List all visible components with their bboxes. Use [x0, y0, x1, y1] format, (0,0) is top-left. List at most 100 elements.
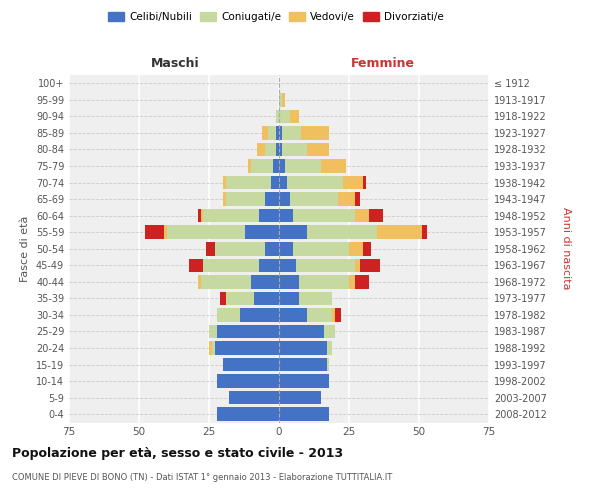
- Bar: [223, 176, 226, 190]
- Bar: [301, 126, 329, 140]
- Bar: [355, 258, 360, 272]
- Legend: Celibi/Nubili, Coniugati/e, Vedovi/e, Divorziati/e: Celibi/Nubili, Coniugati/e, Vedovi/e, Di…: [104, 8, 448, 26]
- Bar: [226, 176, 271, 190]
- Text: Femmine: Femmine: [350, 57, 415, 70]
- Bar: [226, 192, 265, 206]
- Bar: [203, 258, 259, 272]
- Bar: [251, 275, 279, 288]
- Bar: [279, 242, 293, 256]
- Bar: [145, 226, 164, 239]
- Bar: [332, 308, 335, 322]
- Bar: [335, 308, 341, 322]
- Bar: [268, 126, 276, 140]
- Bar: [198, 209, 200, 222]
- Bar: [229, 391, 279, 404]
- Bar: [279, 126, 282, 140]
- Bar: [209, 324, 217, 338]
- Bar: [279, 342, 326, 355]
- Bar: [326, 342, 332, 355]
- Bar: [326, 358, 329, 372]
- Bar: [279, 292, 299, 305]
- Bar: [363, 176, 366, 190]
- Bar: [279, 93, 282, 106]
- Bar: [343, 176, 363, 190]
- Bar: [223, 192, 226, 206]
- Bar: [293, 242, 349, 256]
- Bar: [217, 408, 279, 421]
- Bar: [226, 292, 254, 305]
- Bar: [279, 226, 307, 239]
- Bar: [217, 324, 279, 338]
- Bar: [377, 226, 422, 239]
- Bar: [276, 142, 279, 156]
- Bar: [290, 110, 299, 123]
- Bar: [167, 226, 245, 239]
- Bar: [245, 226, 279, 239]
- Bar: [338, 192, 355, 206]
- Bar: [217, 374, 279, 388]
- Bar: [271, 176, 279, 190]
- Bar: [265, 192, 279, 206]
- Bar: [279, 258, 296, 272]
- Bar: [307, 226, 377, 239]
- Bar: [422, 226, 427, 239]
- Bar: [363, 242, 371, 256]
- Bar: [265, 242, 279, 256]
- Bar: [198, 275, 200, 288]
- Bar: [355, 275, 368, 288]
- Bar: [287, 176, 343, 190]
- Bar: [368, 209, 383, 222]
- Bar: [190, 258, 203, 272]
- Bar: [259, 258, 279, 272]
- Bar: [220, 292, 226, 305]
- Bar: [307, 308, 332, 322]
- Bar: [279, 192, 290, 206]
- Bar: [282, 93, 284, 106]
- Bar: [257, 142, 265, 156]
- Bar: [279, 408, 329, 421]
- Text: Popolazione per età, sesso e stato civile - 2013: Popolazione per età, sesso e stato civil…: [12, 448, 343, 460]
- Bar: [284, 159, 321, 173]
- Bar: [279, 275, 299, 288]
- Bar: [299, 275, 349, 288]
- Bar: [296, 258, 355, 272]
- Bar: [360, 258, 380, 272]
- Bar: [200, 275, 251, 288]
- Bar: [279, 358, 326, 372]
- Bar: [259, 209, 279, 222]
- Bar: [274, 159, 279, 173]
- Bar: [206, 242, 215, 256]
- Bar: [254, 292, 279, 305]
- Bar: [203, 209, 259, 222]
- Bar: [290, 192, 338, 206]
- Bar: [282, 142, 307, 156]
- Bar: [279, 110, 290, 123]
- Bar: [276, 110, 279, 123]
- Bar: [265, 142, 276, 156]
- Bar: [200, 209, 203, 222]
- Bar: [279, 209, 293, 222]
- Bar: [307, 142, 329, 156]
- Bar: [279, 142, 282, 156]
- Bar: [248, 159, 251, 173]
- Bar: [355, 209, 368, 222]
- Bar: [299, 292, 332, 305]
- Text: COMUNE DI PIEVE DI BONO (TN) - Dati ISTAT 1° gennaio 2013 - Elaborazione TUTTITA: COMUNE DI PIEVE DI BONO (TN) - Dati ISTA…: [12, 472, 392, 482]
- Bar: [321, 159, 346, 173]
- Bar: [276, 126, 279, 140]
- Bar: [293, 209, 355, 222]
- Bar: [279, 159, 284, 173]
- Bar: [212, 342, 215, 355]
- Bar: [223, 358, 279, 372]
- Bar: [215, 242, 265, 256]
- Bar: [262, 126, 268, 140]
- Bar: [349, 242, 363, 256]
- Bar: [279, 391, 321, 404]
- Bar: [279, 308, 307, 322]
- Bar: [215, 342, 279, 355]
- Bar: [349, 275, 355, 288]
- Bar: [324, 324, 335, 338]
- Bar: [251, 159, 274, 173]
- Bar: [279, 176, 287, 190]
- Y-axis label: Anni di nascita: Anni di nascita: [560, 208, 571, 290]
